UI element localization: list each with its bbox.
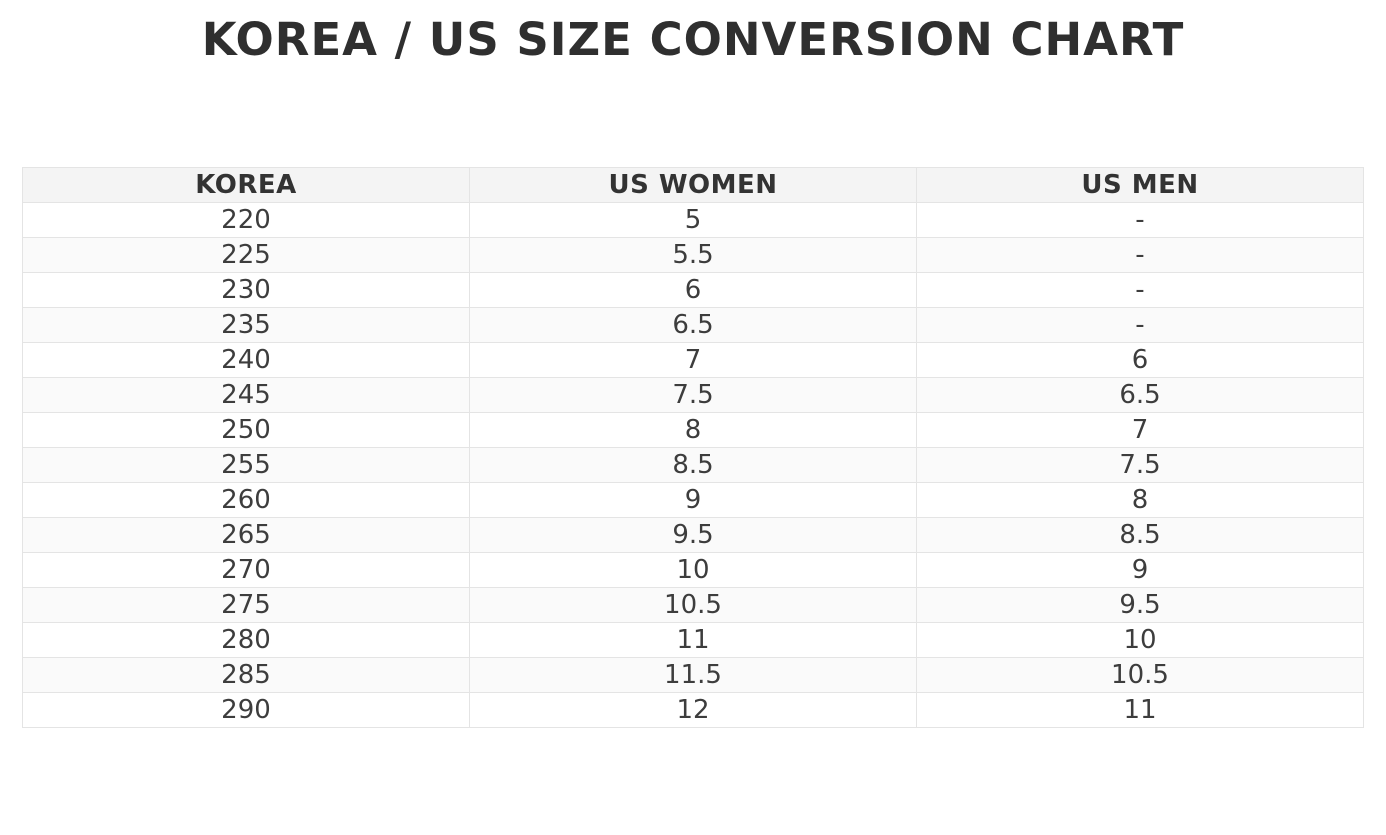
table-cell: - — [916, 202, 1364, 238]
table-row: 260 9 8 — [22, 482, 1364, 518]
table-cell: 8 — [469, 412, 917, 448]
table-cell: 6.5 — [916, 377, 1364, 413]
table-cell: 265 — [22, 517, 470, 553]
table-cell: 220 — [22, 202, 470, 238]
table-row: 245 7.5 6.5 — [22, 377, 1364, 413]
table-cell: 12 — [469, 692, 917, 728]
table-header: KOREA US WOMEN US MEN — [22, 167, 1364, 203]
table-cell: 11.5 — [469, 657, 917, 693]
table-row: 235 6.5- — [22, 307, 1364, 343]
table-cell: 11 — [469, 622, 917, 658]
size-conversion-table: KOREA US WOMEN US MEN 220 5-225 5.5-230 6-235… — [22, 167, 1364, 728]
column-header: US WOMEN — [469, 167, 917, 203]
table-cell: 235 — [22, 307, 470, 343]
table-row: 255 8.5 7.5 — [22, 447, 1364, 483]
table-cell: 9 — [916, 552, 1364, 588]
table-cell: 5.5 — [469, 237, 917, 273]
table-cell: 275 — [22, 587, 470, 623]
table-cell: 10 — [916, 622, 1364, 658]
column-header: US MEN — [916, 167, 1364, 203]
table-cell: 9 — [469, 482, 917, 518]
column-header: KOREA — [22, 167, 470, 203]
table-cell: 255 — [22, 447, 470, 483]
table-body: 220 5-225 5.5-230 6-235 6.5-240 7 6 245 7.5 6.5 25… — [22, 202, 1364, 728]
table-cell: 11 — [916, 692, 1364, 728]
table-cell: 225 — [22, 237, 470, 273]
table-cell: 8 — [916, 482, 1364, 518]
table-cell: 285 — [22, 657, 470, 693]
table-cell: - — [916, 307, 1364, 343]
table-cell: 280 — [22, 622, 470, 658]
table-row: 275 10.5 9.5 — [22, 587, 1364, 623]
table-row: 285 11.5 10.5 — [22, 657, 1364, 693]
table-row: 250 8 7 — [22, 412, 1364, 448]
page-title: KOREA / US SIZE CONVERSION CHART — [201, 13, 1185, 66]
table-cell: 250 — [22, 412, 470, 448]
table-cell: - — [916, 237, 1364, 273]
table-cell: 8.5 — [916, 517, 1364, 553]
table-cell: 270 — [22, 552, 470, 588]
table-cell: 290 — [22, 692, 470, 728]
table-cell: 5 — [469, 202, 917, 238]
table-cell: 7 — [916, 412, 1364, 448]
table-cell: 10.5 — [469, 587, 917, 623]
table-cell: 9.5 — [916, 587, 1364, 623]
table-cell: 7.5 — [469, 377, 917, 413]
table-cell: 6.5 — [469, 307, 917, 343]
table-cell: 10 — [469, 552, 917, 588]
table-row: 265 9.5 8.5 — [22, 517, 1364, 553]
table-row: 225 5.5- — [22, 237, 1364, 273]
table-cell: 6 — [916, 342, 1364, 378]
table-row: 220 5- — [22, 202, 1364, 238]
table-cell: 10.5 — [916, 657, 1364, 693]
table-cell: 240 — [22, 342, 470, 378]
table-cell: 260 — [22, 482, 470, 518]
table-cell: - — [916, 272, 1364, 308]
table-cell: 9.5 — [469, 517, 917, 553]
table-cell: 230 — [22, 272, 470, 308]
table-header-row: KOREA US WOMEN US MEN — [22, 167, 1364, 203]
table-cell: 8.5 — [469, 447, 917, 483]
table-cell: 7.5 — [916, 447, 1364, 483]
table-row: 230 6- — [22, 272, 1364, 308]
table-cell: 245 — [22, 377, 470, 413]
table-row: 240 7 6 — [22, 342, 1364, 378]
table-cell: 7 — [469, 342, 917, 378]
table-row: 270 10 9 — [22, 552, 1364, 588]
table-row: 290 12 11 — [22, 692, 1364, 728]
table-row: 280 11 10 — [22, 622, 1364, 658]
table-cell: 6 — [469, 272, 917, 308]
